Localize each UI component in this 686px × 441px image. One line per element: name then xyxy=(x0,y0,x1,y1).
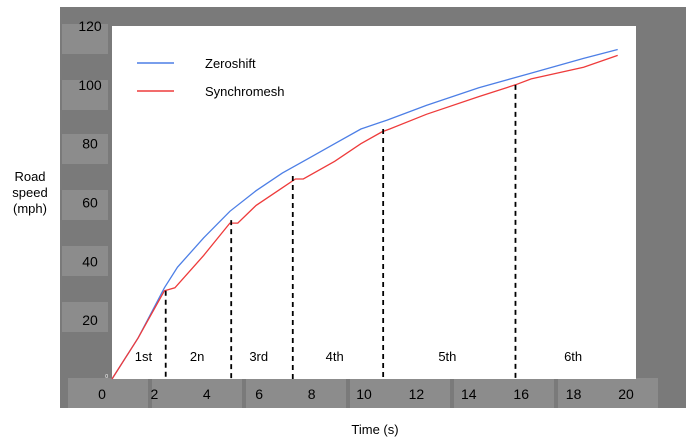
x-tick-tile xyxy=(454,378,554,408)
series-line-zeroshift xyxy=(111,48,618,380)
y-tick-label: 120 xyxy=(78,18,102,34)
y-tick-label: 60 xyxy=(82,195,98,211)
series-line-synchromesh xyxy=(111,54,618,380)
x-tick-label: 0 xyxy=(98,386,106,402)
x-tick-tile xyxy=(68,378,148,408)
x-axis-label: Time (s) xyxy=(351,422,399,437)
y-tick-tile xyxy=(62,246,108,276)
x-tick-label: 4 xyxy=(203,386,211,402)
y-tick-label: 0 xyxy=(105,374,108,380)
x-tick-label: 20 xyxy=(618,386,634,402)
x-tick-tile xyxy=(558,378,658,408)
gear-label: 3rd xyxy=(249,349,268,364)
y-tick-tile xyxy=(62,80,108,110)
y-tick-label: 100 xyxy=(78,77,102,93)
x-tick-tile xyxy=(152,378,242,408)
plot-area xyxy=(112,26,636,379)
x-tick-tile xyxy=(350,378,450,408)
x-tick-label: 2 xyxy=(151,386,159,402)
y-tick-tile xyxy=(62,24,108,54)
x-tick-label: 8 xyxy=(308,386,316,402)
y-tick-label: 80 xyxy=(82,136,98,152)
gear-label: 2n xyxy=(190,349,204,364)
y-tick-tile xyxy=(62,302,108,332)
legend-label: Zeroshift xyxy=(205,56,256,71)
x-tick-tile xyxy=(246,378,346,408)
gear-label: 4th xyxy=(326,349,344,364)
y-tick-label: 40 xyxy=(82,253,98,269)
y-tick-label: 20 xyxy=(82,312,98,328)
gear-label: 5th xyxy=(438,349,456,364)
x-tick-label: 10 xyxy=(356,386,372,402)
y-tick-tile xyxy=(62,190,108,220)
x-tick-label: 16 xyxy=(513,386,529,402)
legend-label: Synchromesh xyxy=(205,84,284,99)
y-tick-tile xyxy=(62,134,108,164)
x-tick-label: 14 xyxy=(461,386,477,402)
x-tick-label: 18 xyxy=(566,386,582,402)
gear-label: 6th xyxy=(564,349,582,364)
gear-label: 1st xyxy=(135,349,153,364)
x-tick-label: 12 xyxy=(409,386,425,402)
x-tick-label: 6 xyxy=(255,386,263,402)
y-axis-label: Road speed (mph) xyxy=(12,169,48,216)
